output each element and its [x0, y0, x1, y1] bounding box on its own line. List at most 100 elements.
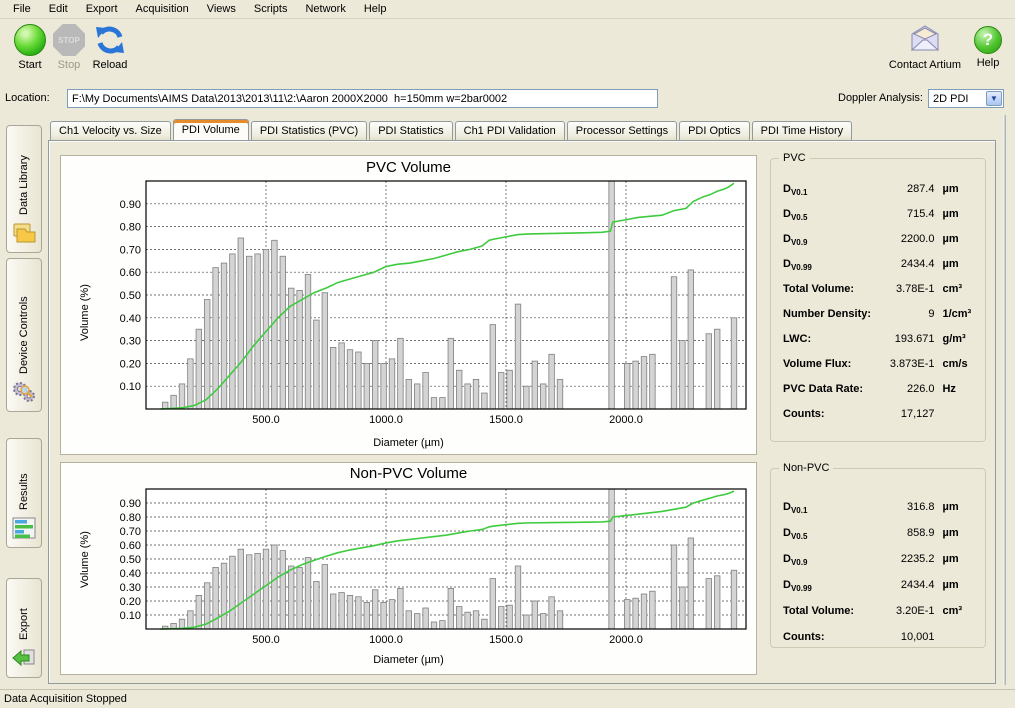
svg-text:1500.0: 1500.0: [489, 414, 523, 426]
tab-pdi-optics[interactable]: PDI Optics: [679, 121, 750, 140]
tab-ch1-velocity-vs-size[interactable]: Ch1 Velocity vs. Size: [50, 121, 171, 140]
tab-processor-settings[interactable]: Processor Settings: [567, 121, 677, 140]
svg-text:0.60: 0.60: [120, 267, 141, 279]
stat-label: PVC Data Rate:: [783, 383, 875, 395]
pvc-stats-title: PVC: [779, 152, 810, 164]
export-arrow-icon: [11, 646, 37, 673]
stat-unit: cm³: [934, 283, 977, 295]
stat-unit: µm: [934, 258, 977, 270]
menu-item-edit[interactable]: Edit: [40, 1, 77, 17]
stat-value: 226.0: [875, 383, 934, 395]
stat-unit: cm/s: [934, 358, 977, 370]
svg-text:0.10: 0.10: [120, 381, 141, 393]
pvc-volume-chart-panel: PVC Volume Volume (%) 0.100.200.300.400.…: [60, 155, 757, 455]
menu-item-network[interactable]: Network: [296, 1, 354, 17]
tab-pdi-time-history[interactable]: PDI Time History: [752, 121, 853, 140]
help-button[interactable]: ? Help: [970, 24, 1006, 69]
envelope-icon: [885, 24, 965, 56]
stat-value: 193.671: [875, 333, 934, 345]
tab-pdi-statistics-pvc-[interactable]: PDI Statistics (PVC): [251, 121, 367, 140]
stat-value: 17,127: [875, 408, 934, 420]
stat-label: Counts:: [783, 631, 875, 643]
svg-text:2000.0: 2000.0: [609, 634, 643, 646]
svg-text:0.80: 0.80: [120, 512, 141, 524]
svg-text:0.20: 0.20: [120, 596, 141, 608]
menu-item-scripts[interactable]: Scripts: [245, 1, 297, 17]
stat-label: DV0.9: [783, 233, 875, 247]
location-label: Location:: [5, 92, 50, 104]
sidebar-item-label: Export: [18, 587, 30, 640]
stat-label: DV0.5: [783, 208, 875, 222]
stop-label: Stop: [50, 59, 88, 71]
pvc-stats-groupbox: PVC DV0.1287.4µmDV0.5715.4µmDV0.92200.0µ…: [770, 158, 986, 442]
stat-value: 715.4: [875, 208, 934, 220]
non-pvc-volume-chart-panel: Non-PVC Volume Volume (%) 0.100.200.300.…: [60, 462, 757, 675]
stat-row: DV0.992434.4µm: [771, 258, 985, 272]
stat-row: DV0.1316.8µm: [771, 501, 985, 515]
svg-text:1000.0: 1000.0: [369, 414, 403, 426]
menu-item-export[interactable]: Export: [77, 1, 127, 17]
reload-button[interactable]: Reload: [88, 24, 132, 71]
sidebar-item-export[interactable]: Export: [6, 578, 42, 678]
stat-label: DV0.99: [783, 258, 875, 272]
menu-bar: FileEditExportAcquisitionViewsScriptsNet…: [0, 0, 1015, 19]
stat-label: DV0.5: [783, 527, 875, 541]
tab-pdi-statistics[interactable]: PDI Statistics: [369, 121, 452, 140]
folder-icon: [11, 221, 37, 248]
menu-item-help[interactable]: Help: [355, 1, 396, 17]
stat-label: Number Density:: [783, 308, 875, 320]
menu-item-acquisition[interactable]: Acquisition: [127, 1, 198, 17]
stat-value: 2200.0: [875, 233, 934, 245]
start-icon: [14, 24, 46, 56]
tab-pdi-volume[interactable]: PDI Volume: [173, 119, 249, 140]
svg-text:2000.0: 2000.0: [609, 414, 643, 426]
panel-edge-divider: [1003, 115, 1006, 685]
pvc-chart-xlabel: Diameter (µm): [61, 437, 756, 449]
stat-value: 316.8: [875, 501, 934, 513]
non-pvc-stats-groupbox: Non-PVC DV0.1316.8µmDV0.5858.9µmDV0.9223…: [770, 468, 986, 648]
svg-text:500.0: 500.0: [252, 634, 280, 646]
stat-unit: µm: [934, 553, 977, 565]
stat-label: Volume Flux:: [783, 358, 875, 370]
location-input[interactable]: [67, 89, 658, 108]
stat-row: DV0.1287.4µm: [771, 183, 985, 197]
tab-ch1-pdi-validation[interactable]: Ch1 PDI Validation: [455, 121, 565, 140]
stat-label: DV0.9: [783, 553, 875, 567]
stat-row: Total Volume:3.78E-1cm³: [771, 283, 985, 295]
stat-label: DV0.1: [783, 183, 875, 197]
toolbar: Start STOP Stop Reload: [0, 20, 1015, 84]
start-button[interactable]: Start: [10, 24, 50, 71]
stat-unit: µm: [934, 183, 977, 195]
stat-value: 858.9: [875, 527, 934, 539]
stat-unit: µm: [934, 233, 977, 245]
menu-item-views[interactable]: Views: [198, 1, 245, 17]
stat-value: 9: [875, 308, 934, 320]
svg-text:0.70: 0.70: [120, 526, 141, 538]
stat-value: 10,001: [875, 631, 934, 643]
sidebar-item-label: Data Library: [18, 134, 30, 215]
help-label: Help: [970, 57, 1006, 69]
stat-value: 2235.2: [875, 553, 934, 565]
sidebar-item-label: Device Controls: [18, 267, 30, 374]
stat-row: Counts:10,001: [771, 631, 985, 643]
contact-artium-button[interactable]: Contact Artium: [885, 24, 965, 71]
sidebar-item-data-library[interactable]: Data Library: [6, 125, 42, 253]
doppler-analysis-label: Doppler Analysis:: [838, 92, 923, 104]
svg-text:1000.0: 1000.0: [369, 634, 403, 646]
pvc-volume-chart: 0.100.200.300.400.500.600.700.800.90500.…: [61, 156, 756, 428]
stat-row: Total Volume:3.20E-1cm³: [771, 605, 985, 617]
stat-row: DV0.92200.0µm: [771, 233, 985, 247]
sidebar-item-results[interactable]: Results: [6, 438, 42, 548]
stat-unit: g/m³: [934, 333, 977, 345]
stat-unit: Hz: [934, 383, 977, 395]
sidebar-item-device-controls[interactable]: Device Controls: [6, 258, 42, 412]
stat-row: LWC:193.671g/m³: [771, 333, 985, 345]
stat-row: Number Density:91/cm³: [771, 308, 985, 320]
stat-label: Total Volume:: [783, 283, 875, 295]
doppler-analysis-select[interactable]: 2D PDI ▼: [928, 89, 1004, 108]
menu-item-file[interactable]: File: [4, 1, 40, 17]
chevron-down-icon[interactable]: ▼: [986, 91, 1002, 106]
gears-icon: [11, 380, 37, 407]
stop-icon: STOP: [53, 24, 85, 56]
stat-unit: µm: [934, 579, 977, 591]
